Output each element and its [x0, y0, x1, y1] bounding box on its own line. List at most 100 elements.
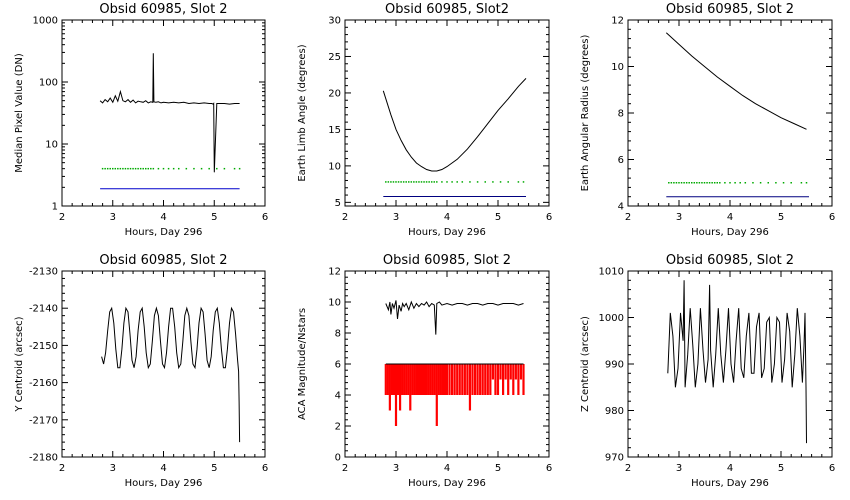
series-point — [522, 181, 525, 183]
series-point — [142, 167, 144, 170]
series-point — [109, 167, 111, 170]
series-line — [101, 306, 241, 443]
series-line — [665, 32, 807, 130]
series-point — [706, 182, 708, 184]
chart-title: Obsid 60985, Slot2 — [385, 2, 509, 17]
series-point — [698, 182, 701, 184]
x-axis-label: Hours, Day 296 — [408, 478, 486, 489]
y-tick-label: 980 — [605, 406, 624, 417]
x-tick-label: 4 — [727, 463, 733, 474]
series-point — [238, 167, 241, 170]
series-point — [492, 181, 494, 183]
y-tick-label: 5 — [335, 198, 341, 209]
series-point — [734, 182, 736, 184]
y-tick-label: 25 — [328, 52, 341, 63]
x-tick-label: 6 — [262, 463, 268, 474]
series-point — [693, 182, 696, 184]
series-point — [469, 181, 471, 183]
x-tick-label: 6 — [546, 212, 552, 223]
y-tick-label: 12 — [328, 267, 341, 278]
y-axis-label: Z Centroid (arcsec) — [580, 316, 591, 412]
series-point — [101, 167, 104, 170]
series-point — [782, 182, 785, 184]
series-point — [408, 181, 410, 183]
x-axis-label: Hours, Day 296 — [691, 478, 769, 489]
series-point — [106, 167, 109, 170]
x-tick-label: 2 — [625, 212, 631, 223]
y-tick-label: 8 — [618, 109, 624, 120]
x-tick-label: 3 — [676, 463, 682, 474]
x-tick-label: 6 — [829, 463, 835, 474]
series-point — [428, 181, 430, 183]
series-point — [410, 181, 413, 183]
y-tick-label: -2150 — [29, 341, 58, 352]
series-point — [805, 182, 808, 184]
series-point — [132, 167, 134, 170]
y-axis-label: Y Centroid (arcsec) — [14, 316, 25, 412]
series-point — [127, 167, 129, 170]
x-tick-label: 6 — [262, 212, 268, 223]
chart-title: Obsid 60985, Slot 2 — [99, 2, 227, 17]
series-point — [137, 167, 139, 170]
series-point — [152, 167, 155, 170]
series-point — [775, 182, 777, 184]
series-point — [129, 167, 132, 170]
series-point — [739, 182, 741, 184]
series-point — [124, 167, 127, 170]
chart-title: Obsid 60985, Slot 2 — [666, 2, 794, 17]
x-tick-label: 4 — [444, 212, 450, 223]
chart-title: Obsid 60985, Slot 2 — [99, 253, 227, 268]
y-tick-label: -2160 — [29, 378, 58, 389]
x-tick-label: 5 — [211, 212, 217, 223]
chart-title: Obsid 60985, Slot 2 — [666, 253, 794, 268]
series-point — [216, 167, 218, 170]
x-tick-label: 3 — [393, 212, 399, 223]
series-point — [415, 181, 418, 183]
series-point — [172, 167, 175, 170]
series-point — [114, 167, 117, 170]
x-tick-label: 2 — [59, 212, 65, 223]
x-tick-label: 5 — [495, 463, 501, 474]
panel-z-centroid: Obsid 60985, Slot 2 2 3 4 5 6 970 980 990 1000 101… — [580, 253, 835, 489]
series-point — [708, 182, 711, 184]
series-point — [767, 182, 769, 184]
series-point — [696, 182, 698, 184]
y-axis-label: Earth Limb Angle (degrees) — [297, 44, 308, 181]
series-point — [392, 181, 395, 183]
series-point — [719, 182, 721, 184]
x-tick-label: 4 — [160, 463, 166, 474]
y-tick-label: 1 — [52, 202, 58, 213]
series-point — [208, 167, 210, 170]
y-tick-label: -2170 — [29, 415, 58, 426]
series-point — [402, 181, 405, 183]
series-point — [790, 182, 792, 184]
series-point — [436, 181, 438, 183]
series-point — [162, 167, 165, 170]
series-point — [517, 181, 520, 183]
panel-aca-magnitude: Obsid 60985, Slot 22 3 4 5 6024681012Hours, … — [297, 253, 552, 489]
series-point — [420, 181, 423, 183]
x-tick-label: 2 — [342, 212, 348, 223]
series-point — [724, 182, 726, 184]
y-tick-label: 1000 — [599, 313, 624, 324]
y-axis-label: Earth Angular Radius (degrees) — [580, 34, 591, 191]
series-point — [430, 181, 433, 183]
y-tick-label: -2130 — [29, 267, 58, 278]
series-point — [433, 181, 435, 183]
series-point — [104, 167, 106, 170]
y-tick-label: 990 — [605, 360, 624, 371]
y-tick-label: 8 — [335, 329, 341, 340]
x-tick-label: 2 — [59, 463, 65, 474]
series-point — [683, 182, 685, 184]
y-tick-label: 15 — [328, 125, 341, 136]
series-point — [122, 167, 124, 170]
series-point — [117, 167, 119, 170]
series-point — [499, 181, 502, 183]
series-point — [150, 167, 152, 170]
x-tick-label: 3 — [393, 463, 399, 474]
series-point — [119, 167, 122, 170]
series-point — [425, 181, 428, 183]
series-point — [678, 182, 680, 184]
series-point — [200, 167, 203, 170]
series-point — [716, 182, 718, 184]
